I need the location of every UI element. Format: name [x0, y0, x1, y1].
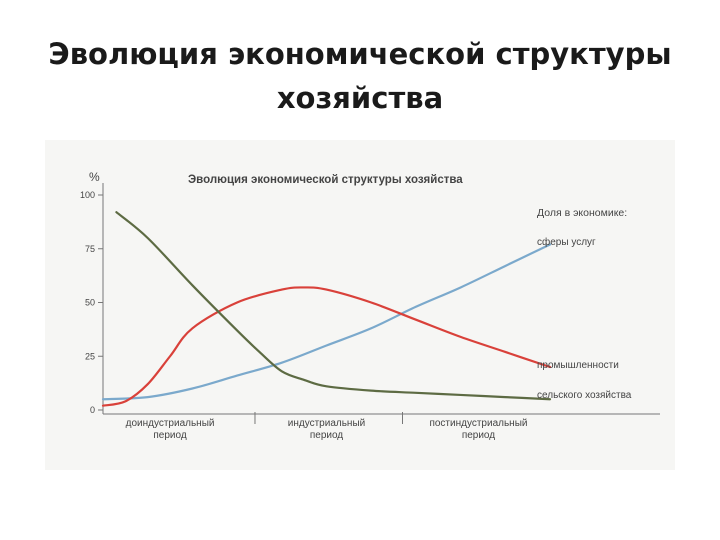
agriculture-label: сельского хозяйства — [537, 390, 632, 401]
slide-title-line-2: хозяйства — [276, 81, 444, 115]
legend-title: Доля в экономике: — [537, 207, 627, 219]
chart-title: Эволюция экономической структуры хозяйст… — [188, 174, 463, 186]
period-label-line1: постиндустриальный — [429, 418, 527, 429]
industry-line — [101, 286, 552, 407]
y-axis-unit-label: % — [89, 170, 100, 184]
agriculture-line — [115, 211, 552, 401]
economic-structure-chart: Эволюция экономической структуры хозяйст… — [80, 170, 660, 441]
chart-figure: Эволюция экономической структуры хозяйст… — [45, 140, 675, 470]
period-label-line1: доиндустриальный — [126, 418, 215, 429]
services-label: сферы услуг — [537, 236, 596, 248]
slide-title: Эволюция экономической структуры хозяйст… — [0, 32, 720, 120]
y-tick-label: 100 — [80, 190, 95, 200]
y-tick-label: 25 — [85, 351, 95, 361]
y-tick-label: 50 — [85, 298, 95, 308]
period-label-line2: период — [310, 430, 343, 441]
period-label-line1: индустриальный — [288, 418, 365, 429]
y-tick-label: 0 — [90, 405, 95, 415]
services-line — [101, 243, 552, 401]
industry-label: промышленности — [537, 360, 619, 371]
period-label-line2: период — [462, 430, 495, 441]
period-label-line2: период — [153, 430, 186, 441]
y-tick-label: 75 — [85, 244, 95, 254]
slide-title-line-1: Эволюция экономической структуры — [48, 37, 672, 71]
